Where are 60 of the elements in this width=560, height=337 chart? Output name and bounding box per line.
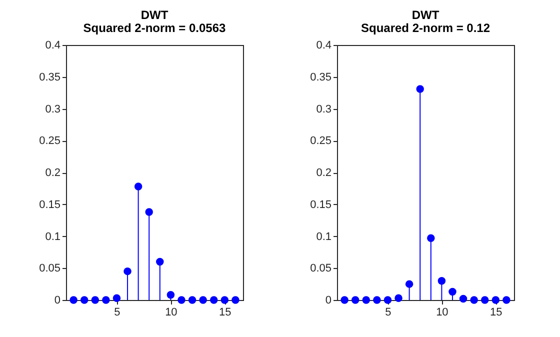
y-tick-label: 0.35 — [39, 71, 60, 84]
y-tick-label: 0.3 — [316, 103, 332, 116]
point — [91, 296, 100, 304]
point — [156, 258, 164, 266]
point — [351, 296, 360, 304]
point — [394, 294, 402, 302]
y-tick-label: 0.35 — [310, 71, 332, 84]
point — [178, 296, 186, 304]
point — [438, 277, 446, 285]
y-tick-label: 0.2 — [316, 167, 332, 179]
y-tick-label: 0.4 — [316, 40, 332, 52]
point — [70, 296, 78, 304]
point — [188, 296, 196, 304]
point — [384, 296, 392, 304]
point — [112, 294, 121, 302]
y-tick-label: 0.3 — [45, 103, 60, 116]
y-tick-label: 0.1 — [316, 230, 332, 243]
y-tick-label: 0 — [325, 294, 332, 306]
chart-subtitle: Squared 2-norm = 0.0563 — [83, 21, 226, 35]
y-tick-label: 0.05 — [39, 262, 60, 275]
point — [459, 294, 468, 303]
point — [427, 234, 435, 242]
y-tick-label: 0.05 — [310, 262, 332, 275]
y-tick-label: 0.2 — [45, 167, 60, 179]
y-tick-label: 0.15 — [310, 198, 332, 211]
y-tick-label: 0.25 — [39, 135, 60, 148]
point — [492, 296, 500, 304]
point — [166, 291, 175, 299]
y-tick-label: 0.25 — [310, 135, 332, 148]
chart-subtitle: Squared 2-norm = 0.12 — [360, 21, 490, 35]
y-tick-label: 0 — [54, 294, 60, 306]
chart-title: DWT — [140, 8, 169, 22]
chart-title: DWT — [412, 8, 440, 22]
point — [232, 296, 240, 304]
point — [102, 296, 110, 304]
point — [373, 296, 381, 304]
point — [145, 208, 153, 216]
point — [405, 280, 414, 288]
y-tick-label: 0.15 — [39, 198, 60, 211]
point — [470, 296, 478, 304]
point — [480, 296, 489, 304]
y-tick-label: 0.1 — [45, 230, 60, 243]
x-tick-label: 5 — [385, 306, 392, 318]
point — [134, 182, 142, 190]
x-tick-label: 10 — [165, 306, 178, 318]
x-tick-label: 10 — [436, 306, 448, 318]
point — [80, 296, 88, 304]
point — [340, 296, 348, 304]
y-tick-label: 0.4 — [45, 40, 60, 52]
point — [448, 288, 456, 296]
x-tick-label: 15 — [219, 306, 232, 318]
point — [502, 296, 510, 304]
point — [124, 267, 132, 276]
x-tick-label: 5 — [114, 306, 120, 318]
point — [362, 296, 370, 304]
point — [416, 85, 424, 93]
point — [199, 296, 207, 304]
x-tick-label: 15 — [490, 306, 502, 318]
point — [210, 296, 218, 304]
point — [220, 296, 229, 304]
